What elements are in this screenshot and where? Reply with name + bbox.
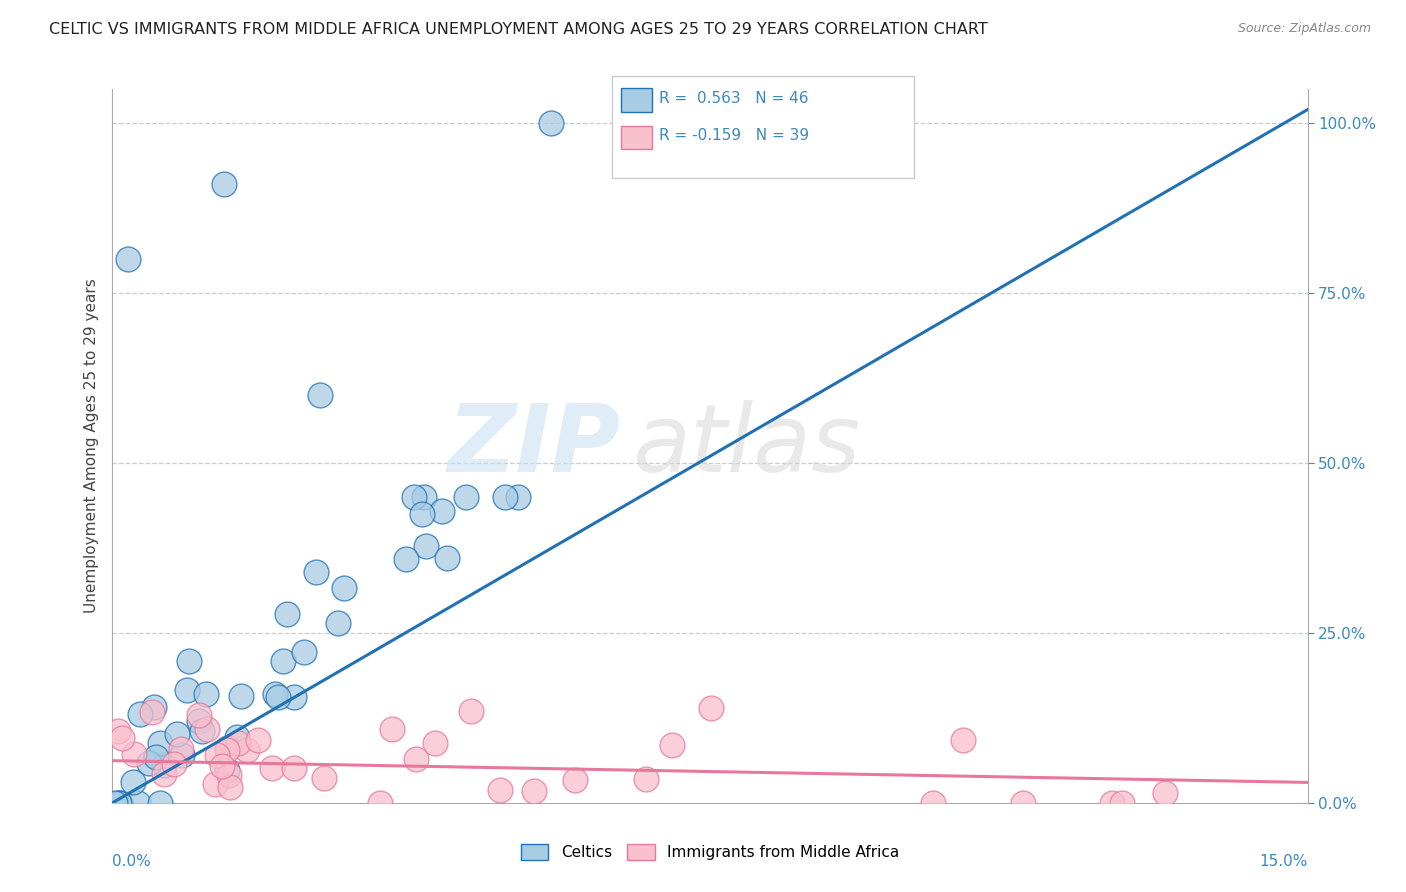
Point (308, 388, 330, 402)
Point (921, 796, 943, 810)
Point (226, 730, 249, 744)
Point (436, 550, 458, 565)
Point (211, 759, 233, 773)
Legend: Celtics, Immigrants from Middle Africa: Celtics, Immigrants from Middle Africa (515, 838, 905, 866)
Point (1111, 796, 1133, 810)
Point (494, 490, 516, 504)
Point (430, 504, 453, 518)
Point (217, 763, 239, 777)
Point (170, 741, 193, 756)
Point (328, 615, 350, 630)
Point (415, 539, 437, 553)
Point (236, 742, 259, 756)
Text: R =  0.563   N = 46: R = 0.563 N = 46 (659, 91, 808, 105)
Point (117, 252, 139, 266)
Point (700, 701, 723, 715)
Point (129, 707, 152, 722)
Point (276, 607, 298, 621)
Point (153, 758, 176, 772)
Point (229, 690, 252, 704)
Text: R = -0.159   N = 39: R = -0.159 N = 39 (659, 128, 810, 143)
Point (661, 738, 683, 752)
Point (634, 772, 657, 786)
Point (564, 772, 586, 787)
Point (333, 581, 356, 595)
Point (195, 688, 218, 702)
Point (405, 752, 427, 766)
Point (218, 768, 240, 782)
Point (262, 761, 284, 775)
Point (204, 777, 226, 791)
Point (104, 796, 127, 810)
Point (190, 724, 212, 739)
Point (127, 796, 149, 810)
Point (143, 700, 166, 714)
Point (108, 796, 131, 810)
Point (217, 740, 239, 755)
Point (152, 767, 174, 781)
Text: 15.0%: 15.0% (1260, 854, 1308, 869)
Point (411, 507, 433, 521)
Point (219, 780, 242, 794)
Point (292, 645, 315, 659)
Point (163, 757, 186, 772)
Point (312, 771, 335, 785)
Point (107, 723, 129, 738)
Point (122, 747, 145, 761)
Point (170, 747, 193, 762)
Point (138, 756, 160, 770)
Point (1154, 786, 1177, 800)
Point (107, 796, 129, 810)
Point (108, 796, 131, 810)
Point (283, 761, 305, 775)
Point (246, 733, 269, 747)
Text: atlas: atlas (633, 401, 860, 491)
Point (145, 750, 167, 764)
Point (205, 748, 228, 763)
Point (460, 704, 482, 718)
Point (149, 796, 172, 810)
Point (267, 690, 290, 704)
Point (149, 736, 172, 750)
Point (454, 490, 477, 504)
Point (283, 690, 305, 704)
Text: ZIP: ZIP (447, 400, 620, 492)
Text: CELTIC VS IMMIGRANTS FROM MIDDLE AFRICA UNEMPLOYMENT AMONG AGES 25 TO 29 YEARS C: CELTIC VS IMMIGRANTS FROM MIDDLE AFRICA … (49, 22, 988, 37)
Y-axis label: Unemployment Among Ages 25 to 29 years: Unemployment Among Ages 25 to 29 years (83, 278, 98, 614)
Point (215, 742, 238, 756)
Point (226, 736, 249, 750)
Point (952, 732, 974, 747)
Point (264, 687, 287, 701)
Point (212, 178, 235, 192)
Text: 0.0%: 0.0% (112, 854, 152, 869)
Point (368, 796, 391, 810)
Point (166, 727, 188, 741)
Point (508, 490, 530, 504)
Point (402, 490, 425, 504)
Point (179, 654, 201, 668)
Point (489, 783, 512, 797)
Point (540, 116, 562, 130)
Point (413, 490, 436, 504)
Point (305, 565, 328, 579)
Point (111, 731, 134, 746)
Point (423, 736, 446, 750)
Point (195, 722, 218, 736)
Point (1012, 796, 1035, 810)
Text: Source: ZipAtlas.com: Source: ZipAtlas.com (1237, 22, 1371, 36)
Point (395, 552, 418, 566)
Point (188, 714, 211, 728)
Point (1101, 796, 1123, 810)
Point (271, 654, 294, 668)
Point (141, 706, 163, 720)
Point (522, 784, 544, 798)
Point (381, 722, 404, 736)
Point (176, 682, 198, 697)
Point (122, 775, 145, 789)
Point (187, 708, 209, 723)
